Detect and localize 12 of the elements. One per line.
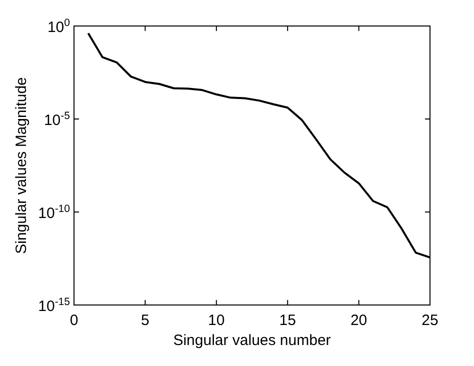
x-tick-label: 25 bbox=[422, 312, 438, 329]
y-tick-label: 10$^{-15}$ bbox=[38, 296, 70, 315]
x-tick-label: 15 bbox=[279, 312, 296, 329]
y-tick-label: 10$^{0}$ bbox=[47, 17, 70, 36]
x-axis-title: Singular values number bbox=[173, 332, 331, 349]
x-tick-label: 0 bbox=[70, 312, 78, 329]
x-tick-label: 20 bbox=[350, 312, 368, 329]
y-axis-title: Singular values Magnitude bbox=[13, 77, 30, 254]
x-tick-label: 5 bbox=[141, 312, 150, 329]
y-tick-label: 10$^{-5}$ bbox=[44, 110, 70, 129]
y-tick-label: 10$^{-10}$ bbox=[38, 203, 70, 222]
x-tick-label: 10 bbox=[208, 312, 225, 329]
